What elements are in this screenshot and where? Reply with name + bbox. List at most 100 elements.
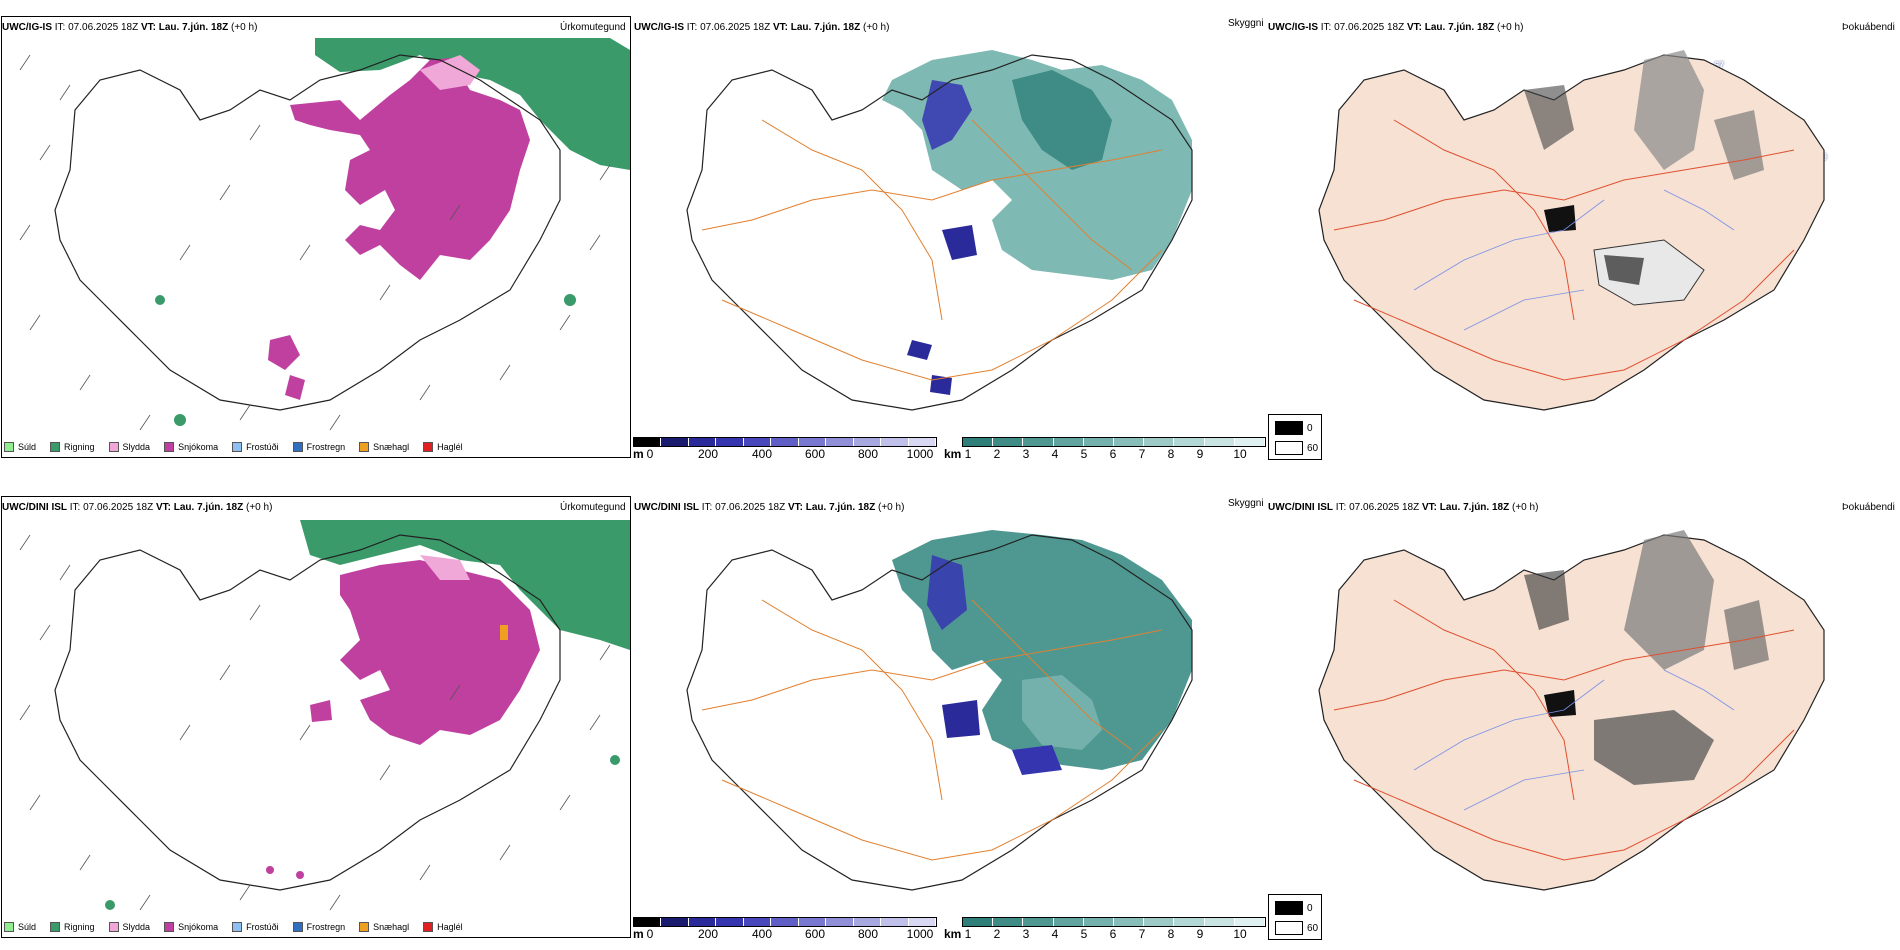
colorbar-step (634, 918, 662, 926)
cloud-base-colorbar (633, 437, 937, 447)
precip-legend: Súld Rigning Slydda Snjókoma Frostúði Fr… (4, 920, 463, 934)
iceland-outline (54, 534, 561, 891)
legend-swatch (108, 442, 119, 452)
legend-item: Snjókoma (164, 442, 218, 452)
it-label: IT: (686, 22, 698, 33)
legend-label: Frostúði (246, 442, 279, 452)
it-value: 07.06.2025 18Z (715, 502, 786, 513)
it-value: 07.06.2025 18Z (700, 22, 771, 33)
wind-barbs (19, 54, 611, 431)
it-value: 07.06.2025 18Z (68, 22, 139, 33)
rain-spot (155, 295, 165, 305)
colorbar-step (1144, 438, 1175, 446)
legend-label: Frostúði (246, 922, 279, 932)
visibility-field-light (1022, 675, 1102, 750)
panel-title: UWC/DINI ISL IT: 07.06.2025 18Z VT: Lau.… (2, 502, 272, 513)
colorbar-step (798, 438, 827, 446)
panel-title: UWC/IG-IS IT: 07.06.2025 18Z VT: Lau. 7.… (2, 22, 257, 33)
colorbar-step (881, 918, 909, 926)
colorbar-tick: 9 (1196, 927, 1204, 941)
colorbar-tick: 0 (646, 447, 654, 461)
colorbar-tick: 5 (1080, 447, 1088, 461)
legend-item: Súld (4, 922, 36, 932)
fog-area (1714, 110, 1764, 180)
legend-swatch (50, 442, 61, 452)
map-frame (1, 496, 631, 938)
snow-pellets-area (500, 625, 508, 640)
precip-type-panel-bottom: UWC/DINI ISL IT: 07.06.2025 18Z VT: Lau.… (0, 480, 632, 950)
colorbar-step (1053, 918, 1084, 926)
rain-spot (105, 900, 115, 910)
colorbar-step (1234, 438, 1266, 446)
it-label: IT: (69, 502, 81, 513)
colorbar-step (1053, 438, 1084, 446)
colorbar-step (1083, 438, 1115, 446)
vt-label: VT: (1406, 22, 1422, 33)
vt-value: Lau. 7.jún. 18Z (790, 22, 861, 33)
iceland-outline (686, 534, 1193, 891)
vt-value: Lau. 7.jún. 18Z (805, 502, 876, 513)
rain-spot (174, 414, 186, 426)
visibility-unit: km (944, 447, 962, 461)
legend-label: Snæhagl (373, 922, 410, 932)
colorbar-step (688, 438, 717, 446)
legend-swatch (232, 442, 243, 452)
fog-legend-swatch (1275, 921, 1303, 935)
colorbar-tick: 1000 (906, 927, 934, 941)
colorbar-step (826, 918, 854, 926)
visibility-colorbar (962, 437, 1266, 447)
vt-value: Lau. 7.jún. 18Z (1424, 22, 1495, 33)
panel-title: UWC/IG-IS IT: 07.06.2025 18Z VT: Lau. 7.… (1268, 22, 1523, 33)
cloud-base-colorbar (633, 917, 937, 927)
legend-item: Rigning (50, 922, 95, 932)
legend-item: Haglél (423, 922, 463, 932)
colorbar-step (1083, 918, 1115, 926)
snow-area-south2 (285, 375, 305, 400)
fog-area-dense (1604, 255, 1644, 285)
panel-type-label: Úrkomutegund (560, 502, 626, 513)
model-name: UWC/IG-IS (2, 22, 52, 33)
colorbar-step (963, 438, 994, 446)
low-cloud-area (1012, 745, 1062, 775)
colorbar-step (826, 438, 854, 446)
colorbar-tick: 1 (964, 447, 972, 461)
fog-area (1624, 530, 1714, 670)
legend-label: Súld (18, 922, 37, 932)
colorbar-step (853, 438, 882, 446)
legend-label: Rigning (64, 922, 95, 932)
colorbar-step (798, 918, 827, 926)
colorbar-tick: 10 (1233, 447, 1247, 461)
model-name: UWC/IG-IS (1268, 22, 1318, 33)
colorbar-tick: 7 (1138, 927, 1146, 941)
it-label: IT: (701, 502, 713, 513)
panel-type-label: Þokuábendi (1842, 22, 1895, 33)
row-bottom: UWC/DINI ISL IT: 07.06.2025 18Z VT: Lau.… (0, 480, 1900, 950)
offset: (+0 h) (231, 22, 258, 33)
fog-area-dense (1544, 205, 1576, 232)
vt-label: VT: (155, 502, 171, 513)
legend-label: Haglél (437, 922, 463, 932)
iceland-outline (686, 54, 1193, 411)
colorbar-tick: 4 (1051, 927, 1059, 941)
snow-area (340, 560, 540, 745)
colorbar-tick: 4 (1051, 447, 1059, 461)
it-label: IT: (1320, 22, 1332, 33)
vt-value: Lau. 7.jún. 18Z (1439, 502, 1510, 513)
legend-item: Frostúði (232, 922, 279, 932)
colorbar-step (743, 438, 772, 446)
colorbar-tick: 400 (751, 447, 773, 461)
colorbar-tick: 2 (993, 927, 1001, 941)
fog-legend-label: 0 (1307, 903, 1313, 914)
legend-item: Haglél (423, 442, 463, 452)
colorbar-tick: 600 (804, 447, 826, 461)
panel-title: UWC/DINI ISL IT: 07.06.2025 18Z VT: Lau.… (1268, 502, 1538, 513)
legend-item: Snæhagl (359, 442, 409, 452)
low-cloud-area (942, 225, 977, 260)
vt-label: VT: (1421, 502, 1437, 513)
legend-item: Slydda (108, 922, 150, 932)
fog-panel-bottom: UWC/DINI ISL IT: 07.06.2025 18Z VT: Lau.… (1264, 480, 1900, 950)
colorbar-step (963, 918, 994, 926)
colorbar-step (1204, 438, 1235, 446)
river-network (1413, 669, 1735, 811)
legend-swatch (164, 922, 175, 932)
